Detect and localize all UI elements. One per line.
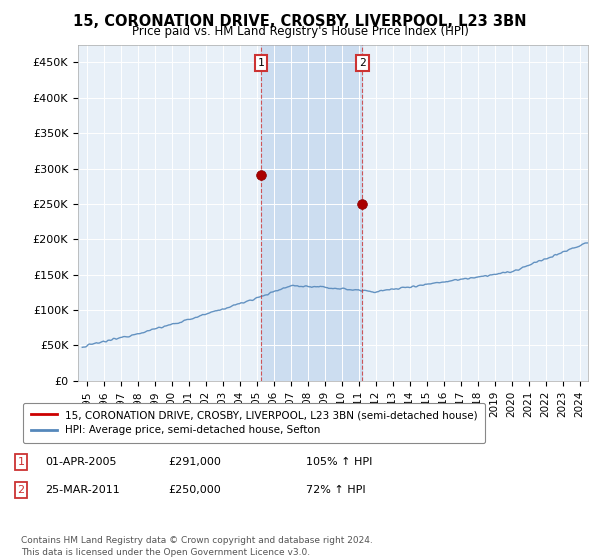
Text: £291,000: £291,000 bbox=[168, 457, 221, 467]
Text: Contains HM Land Registry data © Crown copyright and database right 2024.
This d: Contains HM Land Registry data © Crown c… bbox=[21, 536, 373, 557]
Text: 105% ↑ HPI: 105% ↑ HPI bbox=[306, 457, 373, 467]
Text: 1: 1 bbox=[17, 457, 25, 467]
Text: Price paid vs. HM Land Registry's House Price Index (HPI): Price paid vs. HM Land Registry's House … bbox=[131, 25, 469, 38]
Text: £250,000: £250,000 bbox=[168, 485, 221, 495]
Text: 2: 2 bbox=[359, 58, 366, 68]
Text: 01-APR-2005: 01-APR-2005 bbox=[45, 457, 116, 467]
Text: 72% ↑ HPI: 72% ↑ HPI bbox=[306, 485, 365, 495]
Text: 2: 2 bbox=[17, 485, 25, 495]
Text: 15, CORONATION DRIVE, CROSBY, LIVERPOOL, L23 3BN: 15, CORONATION DRIVE, CROSBY, LIVERPOOL,… bbox=[73, 14, 527, 29]
Legend: 15, CORONATION DRIVE, CROSBY, LIVERPOOL, L23 3BN (semi-detached house), HPI: Ave: 15, CORONATION DRIVE, CROSBY, LIVERPOOL,… bbox=[23, 403, 485, 443]
Bar bbox=[261, 45, 362, 381]
Text: 25-MAR-2011: 25-MAR-2011 bbox=[45, 485, 120, 495]
Text: 1: 1 bbox=[257, 58, 264, 68]
